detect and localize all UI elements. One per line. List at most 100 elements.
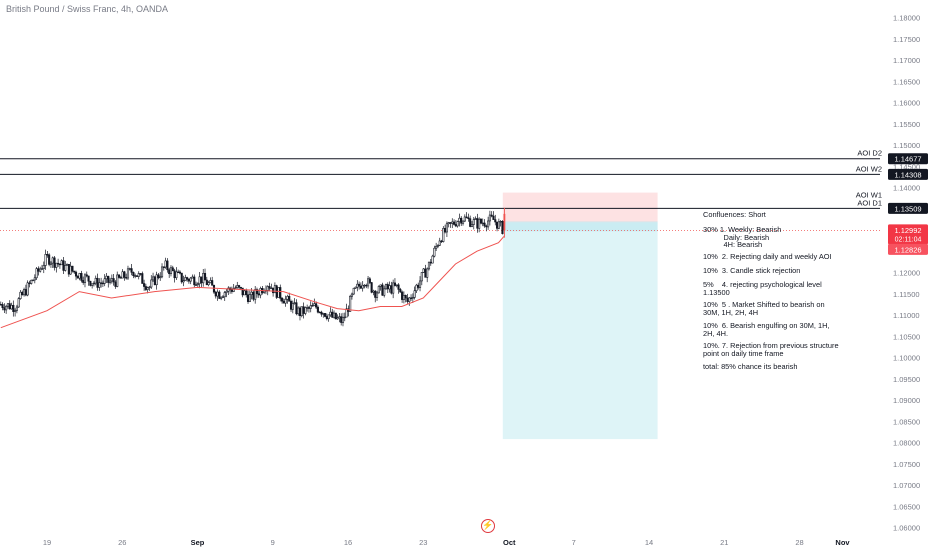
price-tick-label: 1.06000 <box>893 524 920 533</box>
candle <box>196 282 199 287</box>
candle <box>48 253 51 267</box>
candle <box>447 221 450 228</box>
candle <box>392 279 395 299</box>
candle-body <box>26 282 29 296</box>
candle <box>0 301 2 306</box>
time-tick-label: 14 <box>645 538 653 547</box>
candle-body <box>372 290 375 293</box>
candle-body <box>221 296 224 298</box>
candle <box>424 264 427 278</box>
candle <box>356 280 359 292</box>
time-tick-label: 21 <box>720 538 728 547</box>
candle-body <box>135 275 138 277</box>
candle <box>74 270 78 281</box>
candle <box>10 302 13 310</box>
candle-body <box>284 298 287 304</box>
candle <box>221 295 224 298</box>
candle-body <box>82 280 85 283</box>
price-tick-label: 1.18000 <box>893 14 920 23</box>
candle-body <box>214 291 217 297</box>
candle-body <box>456 221 459 227</box>
time-tick-label: 16 <box>344 538 352 547</box>
candle-body <box>209 280 212 283</box>
candle-body <box>157 274 160 279</box>
candle-body <box>327 314 330 319</box>
candle <box>44 249 47 270</box>
current-price-text: 1.12992 <box>894 226 921 235</box>
candle <box>270 283 273 290</box>
price-tick-label: 1.07500 <box>893 460 920 469</box>
candle <box>358 281 361 290</box>
candle-body <box>44 254 47 266</box>
candle-body <box>103 278 106 284</box>
candle-body <box>49 262 52 265</box>
time-tick-label: Sep <box>191 538 205 547</box>
candle-body <box>492 215 495 220</box>
price-tick-label: 1.17000 <box>893 56 920 65</box>
candle <box>435 242 438 251</box>
candle-body <box>137 273 140 277</box>
candle-body <box>404 295 407 299</box>
candle-body <box>461 220 465 224</box>
lightning-logo-icon[interactable]: ⚡ <box>481 519 495 533</box>
candle <box>60 259 63 266</box>
candle-body <box>316 306 319 313</box>
candle-body <box>325 316 328 319</box>
candle-body <box>451 221 454 224</box>
candle <box>327 314 330 322</box>
candle-body <box>349 295 352 312</box>
candle <box>229 286 232 294</box>
candle <box>379 284 382 291</box>
active-profit-zone <box>502 221 658 232</box>
candle-body <box>55 262 58 268</box>
candle <box>336 314 339 320</box>
candle-body <box>238 285 241 288</box>
candle <box>338 313 341 323</box>
take-profit-zone <box>502 222 658 440</box>
price-tick-label: 1.12000 <box>893 269 920 278</box>
candle-body <box>62 260 65 271</box>
candle <box>408 296 411 306</box>
price-tick-label: 1.14000 <box>893 184 920 193</box>
candle-body <box>155 274 158 286</box>
candle <box>207 280 210 287</box>
candle <box>259 286 262 299</box>
candle <box>198 271 201 289</box>
candle-body <box>166 260 169 271</box>
price-tick-label: 1.10000 <box>893 354 920 363</box>
candle <box>483 219 486 228</box>
candle-body <box>399 289 402 293</box>
candle <box>340 313 343 326</box>
price-tick-label: 1.11500 <box>893 290 920 299</box>
candle-body <box>377 286 380 294</box>
candle <box>144 283 147 292</box>
candle-body <box>175 271 178 279</box>
candle <box>309 301 312 313</box>
candle-body <box>216 291 219 297</box>
candle-body <box>458 217 461 222</box>
candle-body <box>225 290 228 293</box>
note-rejecting-aoi: 10% 2. Rejecting daily and weekly AOI <box>703 252 832 261</box>
candle-body <box>21 291 24 296</box>
candle-body <box>10 304 13 310</box>
candle-body <box>91 283 94 286</box>
candle-body <box>83 274 87 283</box>
candle <box>354 286 357 289</box>
candle <box>162 266 165 271</box>
candle-body <box>463 216 466 222</box>
level-label-3: AOI W1 <box>856 190 882 199</box>
candle-body <box>315 303 318 308</box>
candle-body <box>195 284 198 286</box>
candle-body <box>487 220 490 228</box>
candle-body <box>171 267 174 272</box>
candle-body <box>134 275 137 277</box>
candle <box>481 218 484 227</box>
candle-body <box>302 306 305 314</box>
candle-body <box>298 307 302 317</box>
last-candle-body <box>503 213 506 231</box>
candle <box>496 221 499 232</box>
candle-body <box>420 272 423 282</box>
candle-body <box>367 278 370 287</box>
candle <box>24 284 27 297</box>
